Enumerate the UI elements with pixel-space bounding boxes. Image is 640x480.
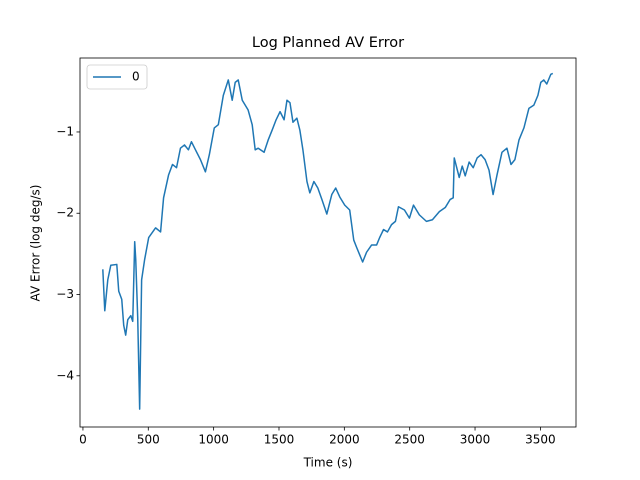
y-axis-label: AV Error (log deg/s) — [29, 185, 43, 302]
x-tick-label: 1500 — [264, 433, 295, 447]
y-tick-label: −1 — [56, 124, 74, 138]
y-tick-label: −2 — [56, 206, 74, 220]
x-tick-label: 2000 — [329, 433, 360, 447]
x-tick-label: 1000 — [198, 433, 229, 447]
x-tick-label: 3000 — [460, 433, 491, 447]
y-tick-label: −4 — [56, 368, 74, 382]
x-tick-label: 500 — [137, 433, 160, 447]
line-series — [102, 72, 554, 410]
x-axis-label: Time (s) — [303, 456, 353, 470]
legend-label: 0 — [132, 70, 140, 84]
x-tick-label: 0 — [79, 433, 87, 447]
plot-frame — [79, 57, 577, 428]
x-tick-label: 3500 — [525, 433, 556, 447]
x-tick-label: 2500 — [394, 433, 425, 447]
y-tick-label: −3 — [56, 287, 74, 301]
chart-title: Log Planned AV Error — [252, 35, 404, 51]
